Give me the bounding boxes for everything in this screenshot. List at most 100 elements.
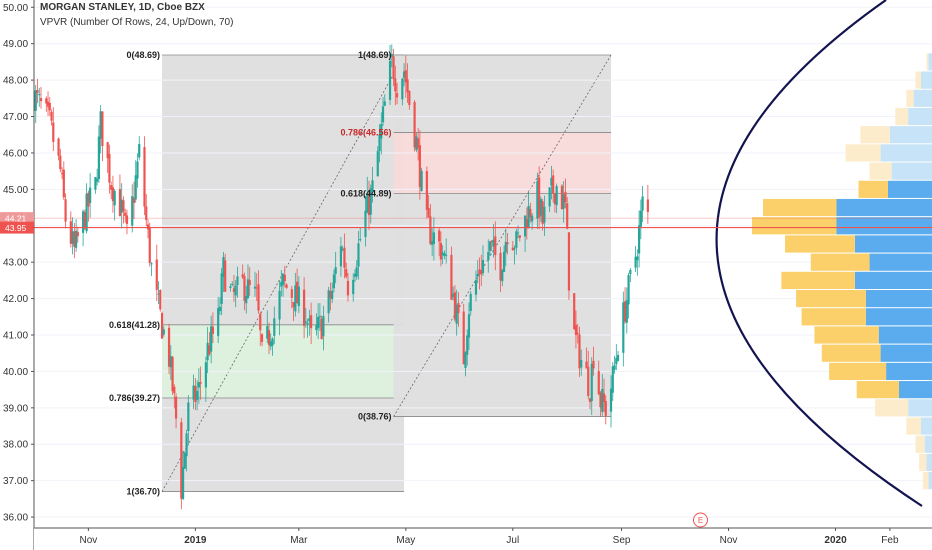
candle-body[interactable] <box>146 224 150 230</box>
candle-body[interactable] <box>57 138 60 156</box>
candle-body[interactable] <box>413 101 416 148</box>
candle-body[interactable] <box>622 302 625 353</box>
candle-body[interactable] <box>516 232 520 234</box>
candle-body[interactable] <box>64 199 67 222</box>
candle-body[interactable] <box>543 206 546 223</box>
candle-body[interactable] <box>637 225 641 254</box>
candle-body[interactable] <box>599 392 602 408</box>
candle-body[interactable] <box>306 322 309 324</box>
candle-body[interactable] <box>464 352 467 368</box>
candle-body[interactable] <box>260 334 264 342</box>
candle-body[interactable] <box>560 185 564 210</box>
candle-body[interactable] <box>171 356 174 392</box>
candle-body[interactable] <box>450 254 453 300</box>
candle-body[interactable] <box>601 389 604 412</box>
candle-body[interactable] <box>294 285 297 312</box>
candle-body[interactable] <box>587 366 590 396</box>
candle-body[interactable] <box>490 240 493 243</box>
candle-body[interactable] <box>636 256 639 261</box>
candle-body[interactable] <box>162 329 165 335</box>
candle-body[interactable] <box>111 187 115 202</box>
candle-body[interactable] <box>406 79 409 93</box>
candle-body[interactable] <box>280 281 283 287</box>
candle-body[interactable] <box>34 90 37 111</box>
candle-body[interactable] <box>462 311 465 365</box>
candle-body[interactable] <box>366 193 369 213</box>
candle-body[interactable] <box>206 342 209 361</box>
candle-body[interactable] <box>283 274 286 282</box>
candle-body[interactable] <box>518 235 521 238</box>
candle-body[interactable] <box>381 106 385 123</box>
candle-body[interactable] <box>108 153 111 183</box>
candle-body[interactable] <box>62 169 65 198</box>
candle-body[interactable] <box>494 236 497 256</box>
candle-body[interactable] <box>222 257 225 277</box>
candle-body[interactable] <box>427 208 430 218</box>
candle-body[interactable] <box>453 292 457 320</box>
candle-body[interactable] <box>417 138 420 149</box>
candle-body[interactable] <box>204 362 207 388</box>
candle-body[interactable] <box>501 270 504 282</box>
candle-body[interactable] <box>616 354 620 361</box>
candle-body[interactable] <box>267 330 271 345</box>
candle-body[interactable] <box>597 371 600 394</box>
candle-body[interactable] <box>623 301 627 322</box>
candle-body[interactable] <box>317 317 320 329</box>
candle-body[interactable] <box>234 285 237 296</box>
candle-body[interactable] <box>331 290 334 300</box>
candle-body[interactable] <box>185 433 188 457</box>
candle-body[interactable] <box>174 396 178 419</box>
candle-body[interactable] <box>639 210 642 227</box>
candle-body[interactable] <box>303 289 306 326</box>
candle-body[interactable] <box>592 360 595 369</box>
candle-body[interactable] <box>455 304 458 324</box>
candle-body[interactable] <box>371 180 374 192</box>
candle-body[interactable] <box>420 170 423 191</box>
candle-body[interactable] <box>573 293 576 330</box>
candle-body[interactable] <box>466 335 469 355</box>
candle-body[interactable] <box>353 273 357 277</box>
candle-body[interactable] <box>36 90 39 93</box>
candle-body[interactable] <box>641 196 644 211</box>
candle-body[interactable] <box>208 345 211 355</box>
candle-body[interactable] <box>246 279 250 299</box>
candle-body[interactable] <box>52 122 55 142</box>
candle-body[interactable] <box>527 205 530 228</box>
candle-body[interactable] <box>378 134 381 152</box>
candle-body[interactable] <box>646 199 649 212</box>
candle-body[interactable] <box>588 398 592 403</box>
candle-body[interactable] <box>334 267 337 274</box>
candle-body[interactable] <box>255 287 258 289</box>
candle-body[interactable] <box>74 230 78 248</box>
candle-body[interactable] <box>425 171 428 210</box>
candle-body[interactable] <box>359 239 362 241</box>
candle-body[interactable] <box>439 242 443 260</box>
candle-body[interactable] <box>562 194 565 209</box>
candle-body[interactable] <box>106 142 109 159</box>
parabola-curve[interactable] <box>715 0 923 507</box>
candle-body[interactable] <box>211 326 214 334</box>
candle-body[interactable] <box>376 151 379 177</box>
candle-body[interactable] <box>145 206 148 221</box>
candle-body[interactable] <box>552 175 555 194</box>
candle-body[interactable] <box>345 269 348 277</box>
candle-body[interactable] <box>39 98 43 102</box>
candle-body[interactable] <box>502 251 506 272</box>
candle-body[interactable] <box>110 185 113 190</box>
candle-body[interactable] <box>341 248 344 250</box>
candle-body[interactable] <box>220 273 223 304</box>
candle-body[interactable] <box>369 188 372 215</box>
candle-body[interactable] <box>241 274 244 278</box>
candle-body[interactable] <box>499 252 502 281</box>
candle-body[interactable] <box>217 308 220 336</box>
candle-body[interactable] <box>443 253 446 257</box>
candle-body[interactable] <box>290 289 293 298</box>
candle-body[interactable] <box>523 215 527 237</box>
candle-body[interactable] <box>118 189 122 217</box>
candle-body[interactable] <box>150 263 153 265</box>
candle-body[interactable] <box>574 324 578 336</box>
candle-body[interactable] <box>332 274 336 289</box>
candle-body[interactable] <box>329 291 332 299</box>
candle-body[interactable] <box>392 56 395 80</box>
candle-body[interactable] <box>113 190 116 206</box>
